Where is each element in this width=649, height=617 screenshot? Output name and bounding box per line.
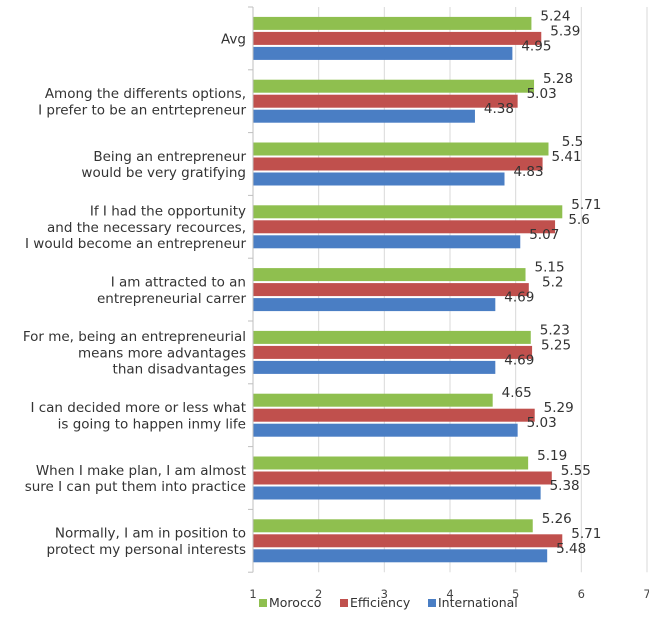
bar-morocco xyxy=(253,142,549,156)
x-tick-label: 5 xyxy=(512,587,519,601)
bar-international xyxy=(253,298,496,312)
bar-international xyxy=(253,486,541,500)
value-label: 5.23 xyxy=(540,322,570,338)
value-label: 5.71 xyxy=(571,526,601,542)
x-tick-label: 3 xyxy=(381,587,388,601)
value-label: 4.65 xyxy=(502,385,532,401)
value-labels: 5.245.394.955.285.034.385.55.414.835.715… xyxy=(484,8,601,556)
bar-international xyxy=(253,360,496,374)
x-tick-label: 1 xyxy=(249,587,256,601)
value-label: 5.03 xyxy=(527,415,557,431)
bar-morocco xyxy=(253,16,532,30)
x-tick-label: 2 xyxy=(315,587,322,601)
value-label: 5.28 xyxy=(543,71,573,87)
bar-morocco xyxy=(253,456,529,470)
value-label: 5.6 xyxy=(568,212,589,228)
value-label: 4.95 xyxy=(521,38,551,54)
bar-international xyxy=(253,172,505,186)
bar-international xyxy=(253,46,513,60)
x-tick-label: 4 xyxy=(446,587,453,601)
legend-label-international: International xyxy=(438,595,518,610)
legend-swatch-international xyxy=(428,599,436,607)
value-label: 5.38 xyxy=(550,478,580,494)
category-label: Normally, I am in position to protect my … xyxy=(46,526,246,558)
value-label: 4.69 xyxy=(504,290,534,306)
bar-morocco xyxy=(253,519,533,533)
bar-international xyxy=(253,109,475,123)
value-label: 5.2 xyxy=(542,275,563,291)
category-labels: Avg Among the differents options, I prefer… xyxy=(23,31,247,558)
value-label: 4.69 xyxy=(504,352,534,368)
legend: Morocco Efficiency International xyxy=(259,595,518,610)
bar-efficiency xyxy=(253,220,556,234)
bar-efficiency xyxy=(253,534,563,548)
value-label: 5.19 xyxy=(537,448,567,464)
value-label: 5.39 xyxy=(550,23,580,39)
category-label: When I make plan, I am almost sure I can … xyxy=(25,463,246,495)
bar-efficiency xyxy=(253,471,552,485)
bar-morocco xyxy=(253,268,526,282)
bar-morocco xyxy=(253,205,563,219)
bar-morocco xyxy=(253,393,493,407)
bar-efficiency xyxy=(253,408,535,422)
category-label: Being an entrepreneur would be very grati… xyxy=(81,149,246,181)
value-label: 5.25 xyxy=(541,337,571,353)
legend-label-efficiency: Efficiency xyxy=(350,595,411,610)
value-label: 5.41 xyxy=(552,149,582,165)
value-label: 5.71 xyxy=(571,197,601,213)
value-label: 5.07 xyxy=(529,227,559,243)
bar-morocco xyxy=(253,330,531,344)
x-tick-label: 7 xyxy=(643,587,649,601)
bar-efficiency xyxy=(253,283,529,297)
x-tick-labels: 1 2 3 4 5 6 7 xyxy=(249,587,649,601)
value-label: 5.5 xyxy=(562,134,583,150)
legend-label-morocco: Morocco xyxy=(269,595,321,610)
value-label: 5.55 xyxy=(561,463,591,479)
value-label: 5.24 xyxy=(540,8,570,24)
value-label: 5.26 xyxy=(542,511,572,527)
bar-international xyxy=(253,423,518,437)
bar-international xyxy=(253,235,521,249)
category-label: If I had the opportunity and the necessar… xyxy=(25,204,246,253)
bar-international xyxy=(253,549,548,563)
bar-morocco xyxy=(253,79,535,93)
bar-efficiency xyxy=(253,31,542,45)
value-label: 4.38 xyxy=(484,101,514,117)
category-label: I can decided more or less what is going … xyxy=(30,400,246,432)
bars xyxy=(253,16,563,563)
value-label: 4.83 xyxy=(513,164,543,180)
value-label: 5.15 xyxy=(534,260,564,276)
category-label: Among the differents options, I prefer to… xyxy=(38,86,246,118)
legend-swatch-morocco xyxy=(259,599,267,607)
bar-efficiency xyxy=(253,345,533,359)
category-label: For me, being an entrepreneurial means mo… xyxy=(23,329,246,378)
value-label: 5.03 xyxy=(527,86,557,102)
category-axis xyxy=(248,6,254,573)
value-label: 5.29 xyxy=(544,400,574,416)
bar-efficiency xyxy=(253,94,518,108)
value-label: 5.48 xyxy=(556,541,586,557)
legend-swatch-efficiency xyxy=(340,599,348,607)
category-label: Avg xyxy=(221,31,246,47)
bar-efficiency xyxy=(253,157,543,171)
category-label: I am attracted to an entrepreneurial carr… xyxy=(97,274,246,306)
x-tick-label: 6 xyxy=(578,587,585,601)
